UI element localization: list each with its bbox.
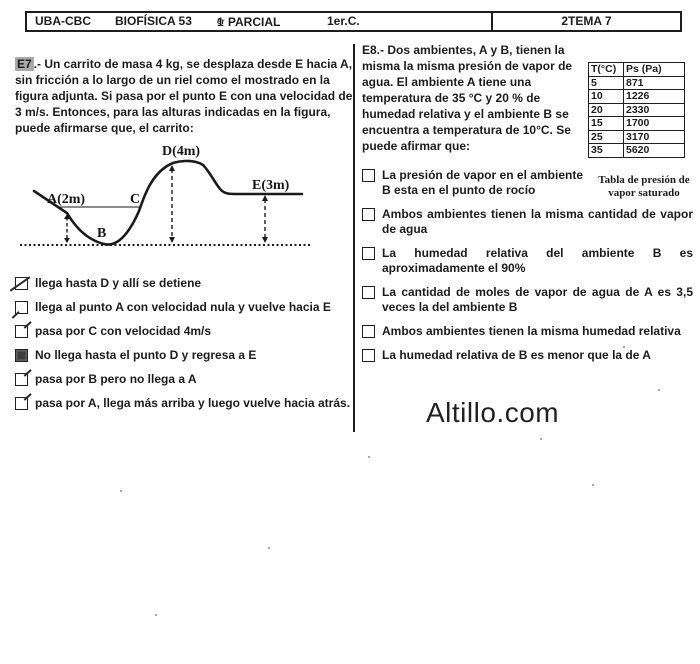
table-cell-temp: 15 [588, 116, 624, 131]
table-row: 5 871 [588, 75, 685, 90]
header-left-cell: UBA-CBC BIOFÍSICA 53 1 er PARCIAL 1er.C. [27, 13, 493, 30]
e8-option-checkbox[interactable] [362, 208, 375, 221]
e7-option-text: pasa por A, llega más arriba y luego vue… [35, 396, 351, 410]
e8-option-text: La humedad relativa del ambiente B es ap… [382, 246, 693, 275]
e7-option-row: llega hasta D y allí se detiene [15, 276, 353, 291]
header-term: 1er.C. [327, 14, 360, 28]
label-point-d: D(4m) [162, 144, 200, 159]
table-cell-pressure: 871 [623, 75, 685, 90]
e8-option-text: La cantidad de moles de vapor de agua de… [382, 285, 693, 314]
table-cell-temp: 5 [588, 75, 624, 90]
e7-option-text: llega al punto A con velocidad nula y vu… [35, 300, 331, 314]
label-point-b: B [97, 226, 106, 241]
vapor-pressure-table: T(°C) Ps (Pa) 5 871 10 1226 20 2330 15 1… [588, 62, 685, 158]
table-cell-pressure: 1700 [623, 116, 685, 131]
e7-option-checkbox[interactable] [15, 373, 28, 386]
e7-statement: E7 .- Un carrito de masa 4 kg, se desplaz… [15, 57, 353, 135]
table-row: 35 5620 [588, 143, 685, 158]
scan-speck [540, 438, 542, 440]
table-cell-pressure: 1226 [623, 89, 685, 104]
e8-option-row: La cantidad de moles de vapor de agua de… [362, 285, 693, 315]
e7-option-checkbox[interactable] [15, 277, 28, 290]
table-caption: Tabla de presión de vapor saturado [598, 173, 690, 199]
header-exam: 1 er PARCIAL [217, 15, 281, 29]
problem-e8: E8.- Dos ambientes, A y B, tienen la mis… [362, 42, 693, 372]
scan-speck [623, 346, 625, 348]
scan-speck [592, 484, 594, 486]
e7-option-checkbox[interactable] [15, 301, 28, 314]
header-theme: 2TEMA 7 [561, 14, 612, 28]
table-row: 10 1226 [588, 89, 685, 104]
e8-statement: E8.- Dos ambientes, A y B, tienen la mis… [362, 43, 573, 153]
height-arrow-e [262, 195, 268, 243]
e7-option-row: pasa por A, llega más arriba y luego vue… [15, 396, 353, 411]
vapor-table-box: T(°C) Ps (Pa) 5 871 10 1226 20 2330 15 1… [588, 62, 690, 200]
e8-option-row: Ambos ambientes tienen la misma cantidad… [362, 207, 693, 237]
table-cell-pressure: 2330 [623, 102, 685, 117]
table-header-temp: T(°C) [588, 62, 624, 77]
e8-option-checkbox[interactable] [362, 349, 375, 362]
column-divider [353, 44, 355, 432]
height-arrow-a [64, 214, 70, 243]
scan-speck [268, 547, 270, 549]
track-path [32, 159, 304, 246]
e8-option-text: Ambos ambientes tienen la misma humedad … [382, 324, 681, 338]
scan-speck [155, 614, 157, 616]
e7-option-text: pasa por B pero no llega a A [35, 372, 197, 386]
e7-option-checkbox[interactable] [15, 349, 28, 362]
label-point-a: A(2m) [47, 192, 85, 207]
header-bar: UBA-CBC BIOFÍSICA 53 1 er PARCIAL 1er.C. … [25, 11, 682, 32]
e8-option-checkbox[interactable] [362, 247, 375, 260]
e7-option-checkbox[interactable] [15, 325, 28, 338]
header-org: UBA-CBC [35, 14, 91, 28]
table-row: 15 1700 [588, 116, 685, 131]
table-cell-pressure: 3170 [623, 129, 685, 144]
table-row: 20 2330 [588, 102, 685, 117]
scan-speck [658, 389, 660, 391]
e8-options: La presión de vapor en el ambiente B est… [362, 168, 693, 363]
e8-option-row: Ambos ambientes tienen la misma humedad … [362, 324, 693, 339]
e7-option-text: pasa por C con velocidad 4m/s [35, 324, 212, 338]
e8-option-row: La presión de vapor en el ambiente B est… [362, 168, 583, 198]
e7-badge: E7 [15, 57, 34, 71]
table-header-pressure: Ps (Pa) [623, 62, 685, 77]
e8-option-text: La humedad relativa de B es menor que la… [382, 348, 651, 362]
table-cell-temp: 20 [588, 102, 624, 117]
watermark: Altillo.com [426, 397, 560, 428]
e7-option-text: llega hasta D y allí se detiene [35, 276, 202, 290]
e7-option-row: llega al punto A con velocidad nula y vu… [15, 300, 353, 315]
e8-option-row: La humedad relativa del ambiente B es ap… [362, 246, 693, 276]
header-course: BIOFÍSICA 53 [115, 14, 192, 28]
e7-option-row: pasa por C con velocidad 4m/s [15, 324, 353, 339]
table-cell-temp: 25 [588, 129, 624, 144]
table-row: 25 3170 [588, 129, 685, 144]
e8-option-checkbox[interactable] [362, 169, 375, 182]
e8-option-checkbox[interactable] [362, 286, 375, 299]
e8-option-row: La humedad relativa de B es menor que la… [362, 348, 693, 363]
e8-option-text: La presión de vapor en el ambiente B est… [382, 168, 583, 197]
scan-speck [120, 490, 122, 492]
scan-speck [368, 456, 370, 458]
table-cell-temp: 35 [588, 143, 624, 158]
track-figure: A(2m) C B D(4m) E(3m) [20, 133, 355, 268]
e7-options: llega hasta D y allí se detiene llega al… [15, 276, 353, 420]
table-cell-temp: 10 [588, 89, 624, 104]
e8-option-checkbox[interactable] [362, 325, 375, 338]
table-cell-pressure: 5620 [623, 143, 685, 158]
e7-option-row: pasa por B pero no llega a A [15, 372, 353, 387]
e7-option-checkbox[interactable] [15, 397, 28, 410]
table-header-row: T(°C) Ps (Pa) [588, 62, 685, 77]
e7-option-row: No llega hasta el punto D y regresa a E [15, 348, 353, 363]
e7-option-text: No llega hasta el punto D y regresa a E [35, 348, 257, 362]
height-arrow-d [169, 165, 175, 243]
label-point-c: C [130, 192, 140, 207]
e8-option-text: Ambos ambientes tienen la misma cantidad… [382, 207, 693, 236]
track-figure-svg: A(2m) C B D(4m) E(3m) [20, 144, 312, 246]
label-point-e: E(3m) [252, 178, 290, 193]
